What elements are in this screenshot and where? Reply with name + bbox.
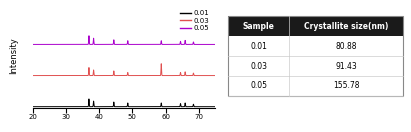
Text: 0.01: 0.01 xyxy=(250,42,267,51)
Text: 0.05: 0.05 xyxy=(250,81,267,90)
Text: 80.88: 80.88 xyxy=(335,42,357,51)
FancyBboxPatch shape xyxy=(289,56,403,76)
FancyBboxPatch shape xyxy=(228,16,289,36)
FancyBboxPatch shape xyxy=(289,36,403,56)
FancyBboxPatch shape xyxy=(228,76,289,96)
FancyBboxPatch shape xyxy=(228,56,289,76)
Y-axis label: Intensity: Intensity xyxy=(9,38,18,74)
Legend: 0.01, 0.03, 0.05: 0.01, 0.03, 0.05 xyxy=(178,7,212,34)
Text: 155.78: 155.78 xyxy=(333,81,360,90)
FancyBboxPatch shape xyxy=(289,16,403,36)
FancyBboxPatch shape xyxy=(228,36,289,56)
Text: 0.03: 0.03 xyxy=(250,62,267,70)
Text: 91.43: 91.43 xyxy=(335,62,357,70)
Text: Sample: Sample xyxy=(243,22,275,31)
FancyBboxPatch shape xyxy=(289,76,403,96)
Text: Crystallite size(nm): Crystallite size(nm) xyxy=(304,22,388,31)
